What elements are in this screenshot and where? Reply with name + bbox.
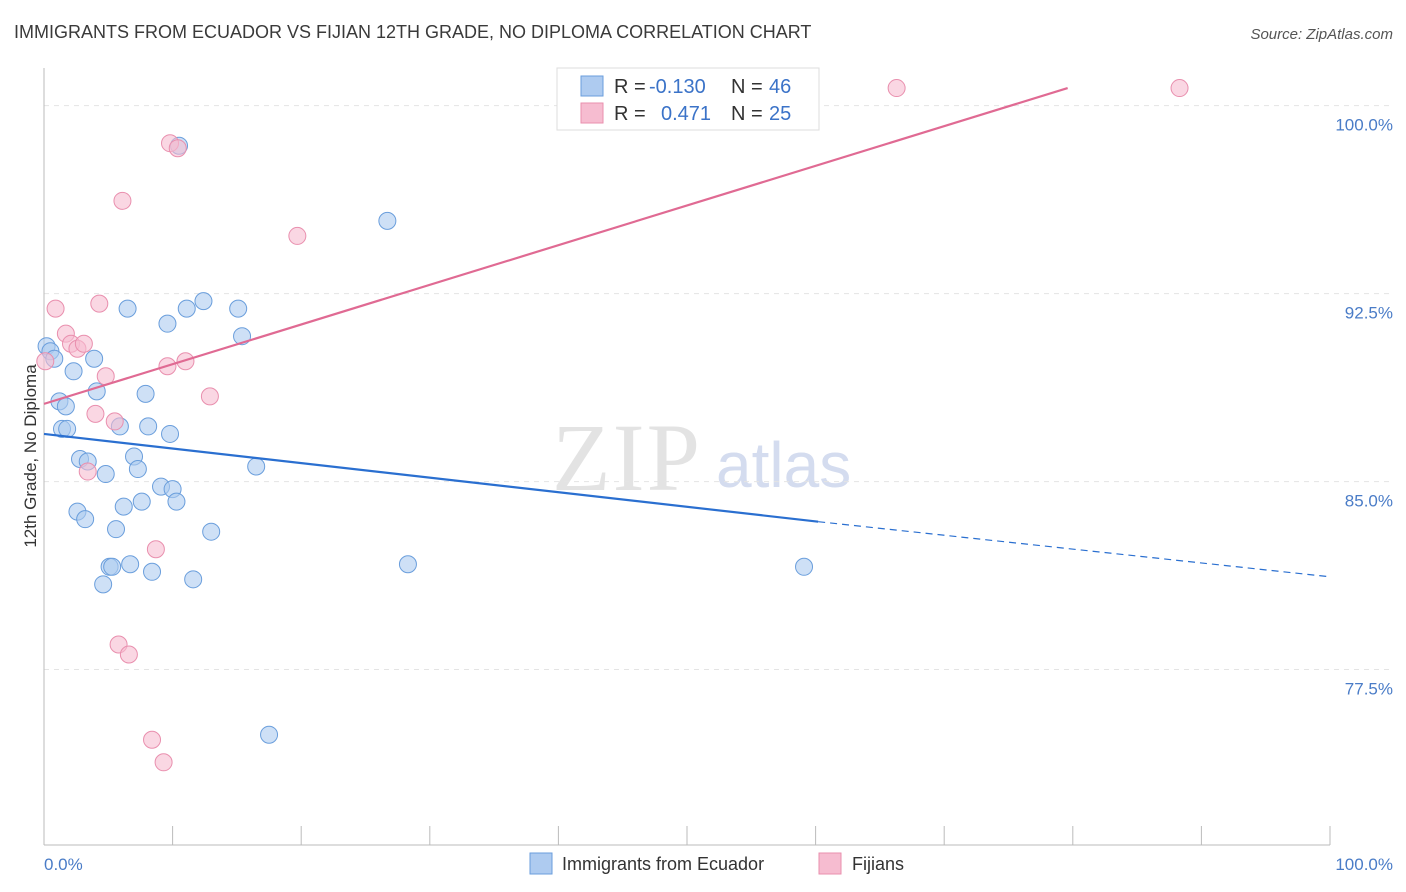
trend-lines: [43, 87, 1331, 578]
fijian-point: [119, 645, 138, 664]
fijian-point: [887, 79, 906, 98]
ecuador-point: [167, 492, 186, 511]
ecuador-point: [202, 522, 221, 541]
ecuador-point: [118, 299, 137, 318]
ecuador-point: [184, 570, 203, 589]
ecuador-point: [795, 557, 814, 576]
fijian-point: [168, 139, 187, 158]
bottom-legend-label-ecuador: Immigrants from Ecuador: [562, 854, 764, 874]
fijian-point: [86, 404, 105, 423]
ecuador-point: [139, 417, 158, 436]
ecuador-point: [136, 384, 155, 403]
fijian-point: [74, 334, 93, 353]
y-tick-label: 77.5%: [1345, 680, 1393, 699]
ecuador-point: [94, 575, 113, 594]
x-tick-marks: [43, 826, 1331, 845]
series-fijian-points: [36, 79, 1189, 772]
ecuador-point: [56, 397, 75, 416]
fijian-point: [146, 540, 165, 559]
trend-line-ecuador: [43, 432, 819, 523]
ecuador-point: [143, 562, 162, 581]
fijian-point: [143, 730, 162, 749]
source-label: Source: ZipAtlas.com: [1250, 26, 1393, 43]
bottom-legend-swatch-fijian: [818, 852, 842, 875]
fijian-point: [200, 387, 219, 406]
y-axis-label: 12th Grade, No Diploma: [21, 364, 40, 548]
fijian-point: [1170, 79, 1189, 98]
ecuador-point: [260, 725, 279, 744]
ecuador-point: [132, 492, 151, 511]
ecuador-point: [114, 497, 133, 516]
ecuador-point: [103, 557, 122, 576]
legend-r-label-fijian: R =: [614, 103, 646, 125]
ecuador-point: [128, 460, 147, 479]
y-tick-labels: 77.5% 85.0% 92.5% 100.0%: [1335, 116, 1393, 699]
ecuador-point: [96, 465, 115, 484]
fijian-point: [113, 191, 132, 210]
ecuador-point: [229, 299, 248, 318]
ecuador-point: [158, 314, 177, 333]
legend-n-label-ecuador: N =: [731, 76, 763, 98]
ecuador-point: [76, 510, 95, 529]
watermark-atlas: atlas: [716, 429, 851, 501]
ecuador-point: [85, 349, 104, 368]
fijian-point: [288, 226, 307, 245]
bottom-legend-swatch-ecuador: [529, 852, 553, 875]
chart-title: IMMIGRANTS FROM ECUADOR VS FIJIAN 12TH G…: [14, 22, 811, 42]
legend-swatch-ecuador: [580, 75, 604, 97]
x-tick-label-min: 0.0%: [44, 855, 83, 874]
bottom-legend: Immigrants from Ecuador Fijians: [529, 852, 904, 875]
fijian-point: [90, 294, 109, 313]
legend-r-value-fijian: 0.471: [661, 103, 711, 125]
y-tick-label: 100.0%: [1335, 116, 1393, 135]
x-tick-label-max: 100.0%: [1335, 855, 1393, 874]
y-tick-label: 92.5%: [1345, 304, 1393, 323]
legend-n-label-fijian: N =: [731, 103, 763, 125]
legend-n-value-fijian: 25: [769, 103, 791, 125]
ecuador-point: [398, 555, 417, 574]
ecuador-point: [378, 211, 397, 230]
fijian-point: [154, 753, 173, 772]
ecuador-point: [247, 457, 266, 476]
grid: [44, 105, 1393, 671]
fijian-point: [46, 299, 65, 318]
fijian-point: [36, 352, 55, 371]
legend-swatch-fijian: [580, 102, 604, 124]
ecuador-point: [64, 362, 83, 381]
ecuador-point: [121, 555, 140, 574]
ecuador-point: [194, 292, 213, 311]
ecuador-point: [177, 299, 196, 318]
trend-line-fijian: [43, 87, 1068, 405]
bottom-legend-label-fijian: Fijians: [852, 854, 904, 874]
trend-line-ecuador-extension: [818, 521, 1331, 578]
fijian-point: [78, 462, 97, 481]
y-tick-label: 85.0%: [1345, 492, 1393, 511]
legend-r-value-ecuador: -0.130: [649, 76, 706, 98]
legend-n-value-ecuador: 46: [769, 76, 791, 98]
watermark-zip: ZIP: [552, 404, 702, 511]
top-legend: R = -0.130 N = 46 R = 0.471 N = 25: [556, 67, 820, 131]
fijian-point: [105, 412, 124, 431]
legend-r-label-ecuador: R =: [614, 76, 646, 98]
ecuador-point: [107, 520, 126, 539]
ecuador-point: [161, 424, 180, 443]
